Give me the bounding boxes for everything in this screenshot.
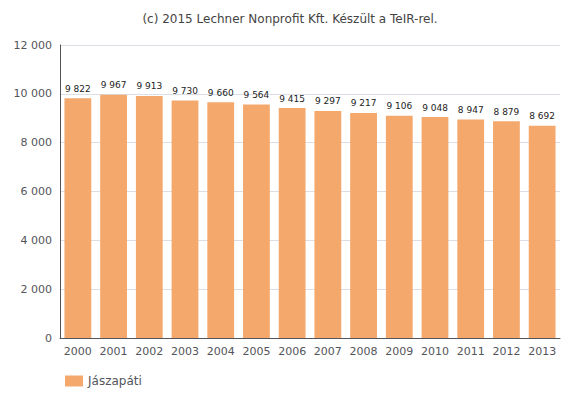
svg-text:2009: 2009 bbox=[385, 345, 413, 358]
svg-text:9 730: 9 730 bbox=[172, 86, 198, 96]
svg-text:9 967: 9 967 bbox=[101, 80, 127, 90]
svg-text:9 822: 9 822 bbox=[65, 84, 91, 94]
svg-text:0: 0 bbox=[45, 332, 52, 345]
svg-text:2013: 2013 bbox=[528, 345, 556, 358]
svg-text:8 947: 8 947 bbox=[458, 105, 484, 115]
svg-text:12 000: 12 000 bbox=[14, 39, 53, 52]
svg-text:Jászapáti: Jászapáti bbox=[87, 374, 142, 388]
svg-text:8 000: 8 000 bbox=[21, 136, 53, 149]
svg-text:2004: 2004 bbox=[207, 345, 235, 358]
svg-text:9 564: 9 564 bbox=[244, 90, 270, 100]
svg-text:2005: 2005 bbox=[242, 345, 270, 358]
svg-text:9 415: 9 415 bbox=[279, 94, 305, 104]
svg-text:9 106: 9 106 bbox=[386, 101, 412, 111]
svg-text:(c) 2015 Lechner Nonprofit Kft: (c) 2015 Lechner Nonprofit Kft. Készült … bbox=[142, 12, 437, 26]
svg-text:9 660: 9 660 bbox=[208, 88, 234, 98]
svg-text:2002: 2002 bbox=[135, 345, 163, 358]
svg-text:8 692: 8 692 bbox=[529, 111, 555, 121]
svg-text:2012: 2012 bbox=[492, 345, 520, 358]
svg-text:9 048: 9 048 bbox=[422, 103, 448, 113]
svg-text:6 000: 6 000 bbox=[21, 185, 53, 198]
svg-text:2 000: 2 000 bbox=[21, 283, 53, 296]
svg-text:9 913: 9 913 bbox=[136, 81, 162, 91]
svg-text:2007: 2007 bbox=[314, 345, 342, 358]
svg-text:2003: 2003 bbox=[171, 345, 199, 358]
svg-text:2000: 2000 bbox=[64, 345, 92, 358]
svg-text:8 879: 8 879 bbox=[494, 107, 520, 117]
svg-text:9 297: 9 297 bbox=[315, 96, 341, 106]
svg-text:2001: 2001 bbox=[100, 345, 128, 358]
svg-text:9 217: 9 217 bbox=[351, 98, 377, 108]
svg-text:2006: 2006 bbox=[278, 345, 306, 358]
svg-text:10 000: 10 000 bbox=[14, 87, 53, 100]
svg-text:4 000: 4 000 bbox=[21, 234, 53, 247]
svg-text:2010: 2010 bbox=[421, 345, 449, 358]
svg-text:2011: 2011 bbox=[457, 345, 485, 358]
svg-text:2008: 2008 bbox=[350, 345, 378, 358]
